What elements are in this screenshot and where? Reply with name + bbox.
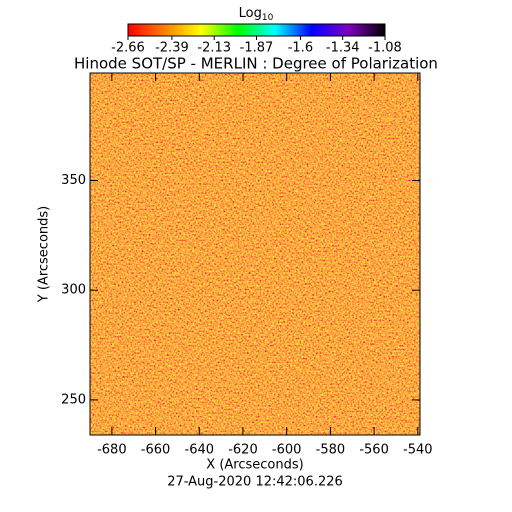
heatmap-image [90,73,420,435]
x-tick-label: -580 [316,443,346,458]
plot-frame [89,72,421,436]
x-tick-label: -600 [272,443,302,458]
colorbar-tick-label: -2.39 [155,41,189,56]
colorbar-tick-label: -2.13 [197,41,231,56]
colorbar-tick-label: -1.34 [326,41,360,56]
chart-title: Hinode SOT/SP - MERLIN : Degree of Polar… [74,55,438,73]
x-axis-label: X (Arcseconds) [206,458,303,473]
colorbar-label-sub: 10 [262,13,274,23]
y-tick-label: 350 [61,173,86,188]
y-axis-label: Y (Arcseconds) [37,206,52,303]
x-tick-label: -540 [403,443,433,458]
x-tick-label: -680 [97,443,127,458]
colorbar-tick-label: -2.66 [111,41,145,56]
colorbar-tick-label: -1.08 [368,41,402,56]
y-tick-label: 300 [61,283,86,298]
x-tick-label: -620 [228,443,258,458]
x-tick-label: -560 [359,443,389,458]
y-tick-label: 250 [61,392,86,407]
colorbar-tick-label: -1.6 [288,41,313,56]
colorbar-label: Log10 [239,6,274,23]
date-label: 27-Aug-2020 12:42:06.226 [167,475,343,490]
colorbar-label-text: Log [239,6,262,21]
colorbar [127,23,386,37]
x-tick-label: -660 [141,443,171,458]
x-tick-label: -640 [185,443,215,458]
colorbar-tick-label: -1.87 [240,41,274,56]
